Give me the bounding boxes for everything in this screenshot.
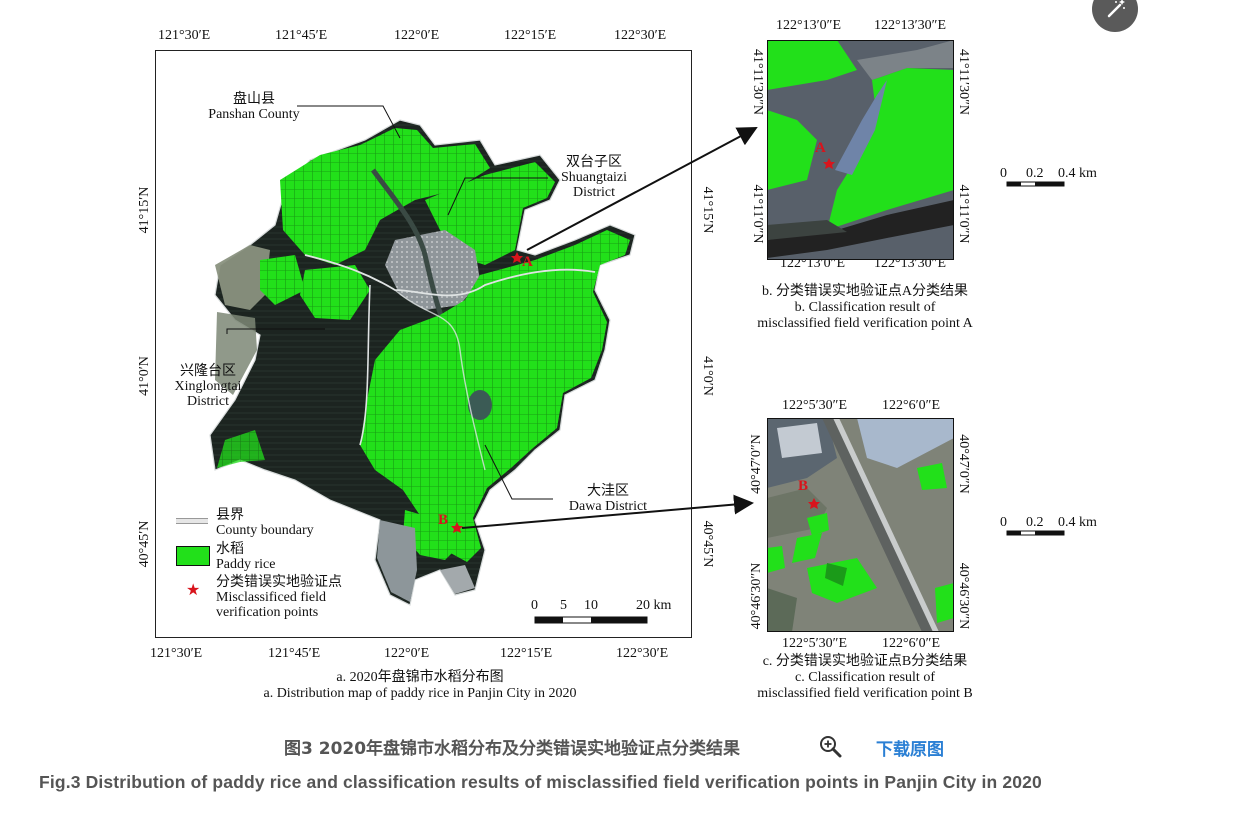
main-scale-0: 0	[531, 598, 538, 613]
main-map-top-lon-4: 122°15′E	[504, 28, 557, 43]
inset-b-scale-2: 0.4 km	[1058, 166, 1097, 181]
magic-wand-button[interactable]	[1092, 0, 1138, 32]
inset-c-left-lat-2: 40°46′30″N	[749, 562, 764, 630]
main-scale-5: 5	[560, 598, 567, 613]
inset-c-scale-2: 0.4 km	[1058, 515, 1097, 530]
marker-b	[451, 522, 463, 533]
main-map-bottom-lon-2: 121°45′E	[268, 646, 321, 661]
inset-c-caption: c. 分类错误实地验证点B分类结果 c. Classification resu…	[757, 654, 973, 701]
inset-c-right-lat-1: 40°47′0″N	[956, 434, 971, 494]
label-panshan: 盘山县 Panshan County	[208, 92, 300, 122]
main-map-top-lon-3: 122°0′E	[394, 28, 440, 43]
inset-b-right-lat-1: 41°11′30″N	[956, 48, 971, 116]
inset-b-point-label: A	[815, 140, 826, 156]
main-map-top-lon-2: 121°45′E	[275, 28, 328, 43]
inset-b-scale: 0 0.2 0.4 km	[1000, 164, 1120, 194]
main-scale-20: 20 km	[636, 598, 672, 613]
inset-b-top-lon-1: 122°13′0″E	[776, 18, 842, 33]
main-map-top-lon-1: 121°30′E	[158, 28, 211, 43]
main-map-bottom-lon-4: 122°15′E	[500, 646, 553, 661]
inset-c-bottom-lon-1: 122°5′30″E	[782, 636, 848, 651]
main-map-frame	[155, 50, 692, 638]
inset-c-panel: 122°5′30″E 122°6′0″E 122°5′30″E 122°6′0″…	[730, 392, 1110, 712]
inset-c-scale-1: 0.2	[1026, 515, 1044, 530]
legend-rice-label: 水稻 Paddy rice	[216, 542, 276, 572]
inset-b-panel: 122°13′0″E 122°13′30″E 122°13′0″E 122°13…	[730, 10, 1110, 340]
legend-star-icon: ★	[186, 582, 201, 599]
legend-rice-swatch	[176, 546, 210, 566]
zoom-in-icon[interactable]	[818, 734, 842, 758]
label-dawa: 大洼区 Dawa District	[568, 484, 648, 514]
main-map-bottom-lon-1: 121°30′E	[150, 646, 203, 661]
inset-b-top-lon-2: 122°13′30″E	[874, 18, 947, 33]
main-map-bottom-lon-3: 122°0′E	[384, 646, 430, 661]
inset-c-left-lat-1: 40°47′0″N	[749, 434, 764, 494]
inset-b-image	[767, 40, 954, 260]
inset-c-marker	[808, 498, 820, 509]
inset-b-scale-0: 0	[1000, 166, 1007, 181]
main-scale-bar	[534, 616, 648, 624]
main-scale-10: 10	[584, 598, 598, 613]
marker-b-label: B	[438, 512, 449, 528]
legend-point-label: 分类错误实地验证点 Misclassificed field verificat…	[216, 575, 342, 620]
inset-b-marker	[823, 158, 835, 169]
figure-title-cn: 图3 2020年盘锦市水稻分布及分类错误实地验证点分类结果	[284, 739, 741, 759]
legend-boundary-label: 县界 County boundary	[216, 508, 314, 538]
inset-c-image	[767, 418, 954, 632]
marker-a-label: A	[522, 254, 533, 270]
figure-title-row: 图3 2020年盘锦市水稻分布及分类错误实地验证点分类结果 下载原图	[0, 734, 1236, 760]
inset-c-bottom-lon-2: 122°6′0″E	[882, 636, 941, 651]
inset-b-scale-1: 0.2	[1026, 166, 1044, 181]
label-xinglongtai: 兴隆台区 Xinglongtai District	[174, 364, 242, 409]
main-map-top-lon-5: 122°30′E	[614, 28, 667, 43]
inset-b-right-lat-2: 41°11′0″N	[956, 184, 971, 244]
inset-c-top-lon-1: 122°5′30″E	[782, 398, 848, 413]
inset-c-scale-0: 0	[1000, 515, 1007, 530]
main-map-caption: a. 2020年盘锦市水稻分布图 a. Distribution map of …	[263, 670, 577, 701]
magic-wand-icon	[1107, 0, 1125, 18]
inset-c-scale-bar	[1006, 530, 1065, 536]
inset-c-top-lon-2: 122°6′0″E	[882, 398, 941, 413]
inset-b-caption: b. 分类错误实地验证点A分类结果 b. Classification resu…	[757, 284, 973, 331]
inset-c-point-label: B	[798, 478, 809, 494]
download-original-link[interactable]: 下载原图	[876, 740, 944, 760]
figure-title-en: Fig.3 Distribution of paddy rice and cla…	[39, 772, 1042, 792]
legend-boundary-swatch	[176, 518, 208, 524]
label-shuangtaizi: 双台子区 Shuangtaizi District	[560, 155, 628, 200]
marker-a	[511, 252, 523, 263]
main-map-panel: 121°30′E 121°45′E 122°0′E 122°15′E 122°3…	[0, 0, 720, 710]
main-map-bottom-lon-5: 122°30′E	[616, 646, 669, 661]
inset-b-left-lat-1: 41°11′30″N	[750, 48, 765, 116]
inset-c-right-lat-2: 40°46′30″N	[956, 562, 971, 630]
inset-c-scale: 0 0.2 0.4 km	[1000, 513, 1120, 543]
inset-b-left-lat-2: 41°11′0″N	[750, 184, 765, 244]
inset-b-scale-bar	[1006, 181, 1065, 187]
